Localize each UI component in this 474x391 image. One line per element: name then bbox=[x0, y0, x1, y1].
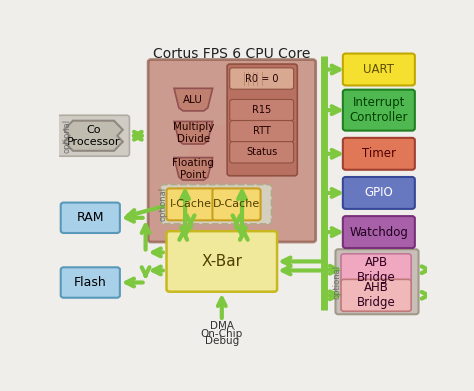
FancyArrowPatch shape bbox=[142, 267, 149, 276]
Text: optional: optional bbox=[333, 265, 342, 299]
Text: X-Bar: X-Bar bbox=[201, 254, 242, 269]
FancyBboxPatch shape bbox=[148, 59, 316, 242]
FancyBboxPatch shape bbox=[61, 203, 120, 233]
Text: I-Cache: I-Cache bbox=[170, 199, 211, 209]
FancyBboxPatch shape bbox=[343, 177, 415, 209]
Text: R15: R15 bbox=[252, 105, 271, 115]
Text: APB
Bridge: APB Bridge bbox=[357, 256, 395, 284]
FancyBboxPatch shape bbox=[61, 267, 120, 298]
FancyArrowPatch shape bbox=[327, 106, 339, 114]
FancyArrowPatch shape bbox=[153, 249, 163, 256]
Polygon shape bbox=[174, 88, 213, 111]
Text: Interrupt
Controller: Interrupt Controller bbox=[350, 96, 408, 124]
Text: Watchdog: Watchdog bbox=[349, 226, 408, 239]
FancyBboxPatch shape bbox=[336, 249, 419, 314]
Text: optional: optional bbox=[62, 119, 71, 153]
Text: ALU: ALU bbox=[183, 95, 203, 105]
Polygon shape bbox=[174, 158, 213, 180]
Text: RTT: RTT bbox=[253, 126, 271, 136]
FancyBboxPatch shape bbox=[57, 115, 129, 156]
FancyArrowPatch shape bbox=[283, 267, 321, 274]
FancyArrowPatch shape bbox=[327, 291, 337, 299]
Text: AHB
Bridge: AHB Bridge bbox=[357, 281, 395, 309]
FancyBboxPatch shape bbox=[341, 279, 411, 311]
Polygon shape bbox=[64, 121, 123, 151]
FancyArrowPatch shape bbox=[327, 266, 337, 274]
FancyArrowPatch shape bbox=[422, 292, 433, 299]
Circle shape bbox=[188, 125, 276, 197]
FancyArrowPatch shape bbox=[142, 225, 149, 249]
FancyArrowPatch shape bbox=[327, 150, 339, 158]
Text: DMA: DMA bbox=[210, 321, 234, 331]
Text: Co
Processor: Co Processor bbox=[67, 125, 120, 147]
Text: UART: UART bbox=[364, 63, 394, 76]
FancyBboxPatch shape bbox=[230, 142, 293, 163]
Text: Debug: Debug bbox=[205, 336, 239, 346]
Text: On-Chip: On-Chip bbox=[201, 329, 243, 339]
FancyArrowPatch shape bbox=[327, 228, 339, 236]
Text: R0 = 0: R0 = 0 bbox=[245, 74, 278, 84]
Text: Multiply
Divide: Multiply Divide bbox=[173, 122, 214, 143]
Text: D-Cache: D-Cache bbox=[213, 199, 260, 209]
FancyBboxPatch shape bbox=[230, 120, 293, 142]
FancyArrowPatch shape bbox=[238, 191, 246, 235]
FancyBboxPatch shape bbox=[230, 99, 293, 121]
FancyArrowPatch shape bbox=[233, 215, 240, 227]
FancyBboxPatch shape bbox=[161, 185, 272, 224]
FancyBboxPatch shape bbox=[341, 254, 411, 286]
FancyBboxPatch shape bbox=[343, 138, 415, 170]
FancyArrowPatch shape bbox=[153, 267, 163, 274]
FancyArrowPatch shape bbox=[187, 215, 194, 227]
Text: Flash: Flash bbox=[74, 276, 107, 289]
Polygon shape bbox=[174, 122, 213, 144]
FancyArrowPatch shape bbox=[126, 214, 143, 222]
FancyBboxPatch shape bbox=[212, 188, 261, 221]
FancyBboxPatch shape bbox=[227, 64, 297, 176]
FancyArrowPatch shape bbox=[283, 258, 321, 265]
FancyArrowPatch shape bbox=[240, 228, 248, 240]
Text: Cortus FPS 6 CPU Core: Cortus FPS 6 CPU Core bbox=[153, 47, 310, 61]
Text: optional: optional bbox=[158, 187, 167, 221]
Text: GPIO: GPIO bbox=[365, 187, 393, 199]
Text: Timer: Timer bbox=[362, 147, 396, 160]
Text: RAM: RAM bbox=[76, 211, 104, 224]
FancyBboxPatch shape bbox=[343, 216, 415, 248]
FancyArrowPatch shape bbox=[218, 298, 226, 318]
FancyArrowPatch shape bbox=[327, 66, 339, 74]
FancyArrowPatch shape bbox=[179, 228, 187, 240]
FancyBboxPatch shape bbox=[166, 188, 215, 221]
FancyBboxPatch shape bbox=[166, 231, 277, 292]
Text: Floating
Point: Floating Point bbox=[173, 158, 214, 179]
FancyArrowPatch shape bbox=[327, 189, 339, 197]
FancyArrowPatch shape bbox=[126, 279, 143, 286]
FancyArrowPatch shape bbox=[134, 132, 142, 140]
FancyArrowPatch shape bbox=[422, 266, 433, 273]
FancyBboxPatch shape bbox=[343, 90, 415, 131]
FancyArrowPatch shape bbox=[181, 191, 189, 235]
FancyBboxPatch shape bbox=[230, 68, 293, 89]
Text: Status: Status bbox=[246, 147, 277, 157]
FancyBboxPatch shape bbox=[343, 54, 415, 86]
